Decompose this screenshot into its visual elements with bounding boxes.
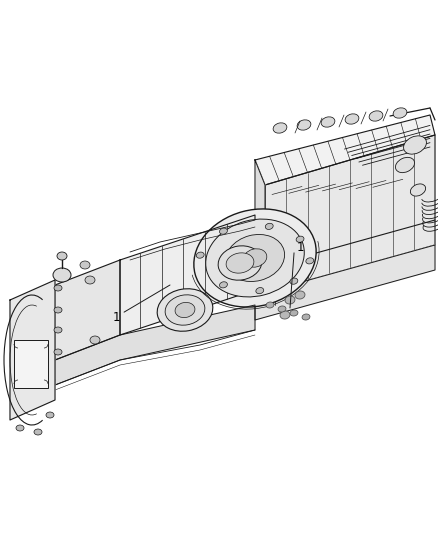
- Ellipse shape: [54, 307, 62, 313]
- Polygon shape: [10, 280, 55, 420]
- Polygon shape: [55, 260, 120, 360]
- Ellipse shape: [278, 306, 286, 312]
- Ellipse shape: [295, 291, 305, 299]
- Ellipse shape: [306, 258, 314, 264]
- Ellipse shape: [345, 114, 359, 124]
- Ellipse shape: [280, 311, 290, 319]
- Ellipse shape: [265, 223, 273, 229]
- Ellipse shape: [243, 249, 267, 267]
- Polygon shape: [265, 135, 435, 295]
- Ellipse shape: [54, 349, 62, 355]
- Ellipse shape: [194, 209, 316, 307]
- Text: 1: 1: [296, 241, 304, 254]
- Ellipse shape: [369, 111, 383, 121]
- Ellipse shape: [273, 123, 287, 133]
- Ellipse shape: [302, 314, 310, 320]
- Ellipse shape: [403, 136, 427, 154]
- Ellipse shape: [54, 327, 62, 333]
- Ellipse shape: [396, 157, 414, 173]
- Ellipse shape: [53, 268, 71, 282]
- Ellipse shape: [34, 429, 42, 435]
- Ellipse shape: [206, 219, 304, 297]
- Ellipse shape: [297, 120, 311, 130]
- Ellipse shape: [219, 282, 227, 288]
- Ellipse shape: [226, 253, 254, 273]
- Ellipse shape: [296, 236, 304, 243]
- Ellipse shape: [410, 184, 426, 196]
- Ellipse shape: [393, 108, 407, 118]
- Ellipse shape: [90, 336, 100, 344]
- Polygon shape: [255, 160, 265, 295]
- Ellipse shape: [80, 261, 90, 269]
- Ellipse shape: [256, 288, 264, 294]
- Ellipse shape: [54, 285, 62, 291]
- Ellipse shape: [46, 412, 54, 418]
- Ellipse shape: [85, 276, 95, 284]
- Ellipse shape: [219, 228, 227, 234]
- Ellipse shape: [218, 246, 262, 280]
- Ellipse shape: [16, 425, 24, 431]
- Polygon shape: [120, 215, 255, 335]
- Bar: [14, 340, 48, 388]
- Ellipse shape: [226, 235, 285, 281]
- Ellipse shape: [196, 252, 204, 258]
- Text: 1: 1: [112, 311, 120, 324]
- Ellipse shape: [157, 289, 213, 331]
- Ellipse shape: [165, 295, 205, 325]
- Polygon shape: [55, 305, 255, 385]
- Ellipse shape: [290, 310, 298, 316]
- Polygon shape: [255, 115, 435, 185]
- Ellipse shape: [57, 252, 67, 260]
- Ellipse shape: [321, 117, 335, 127]
- Ellipse shape: [290, 278, 298, 284]
- Ellipse shape: [266, 302, 274, 308]
- Ellipse shape: [175, 302, 195, 318]
- Ellipse shape: [285, 296, 295, 304]
- Polygon shape: [255, 245, 435, 320]
